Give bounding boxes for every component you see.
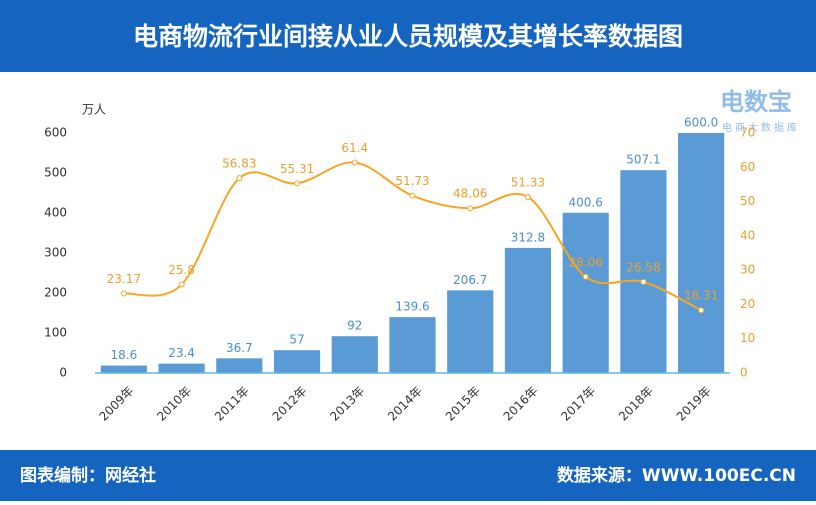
y-tick-label: 100 [44, 326, 67, 340]
bar-value-label: 139.6 [395, 300, 429, 314]
footer-left: 图表编制：网经社 [20, 465, 156, 486]
x-tick-label: 2010年 [154, 384, 194, 424]
bar-value-label: 400.6 [569, 195, 603, 209]
x-tick-label: 2017年 [558, 384, 598, 424]
y-tick-label: 0 [59, 366, 67, 380]
bar-value-label: 18.6 [111, 348, 138, 362]
line-value-label: 26.58 [626, 260, 660, 274]
line-value-label: 61.4 [341, 141, 368, 155]
header-band [0, 0, 816, 72]
y2-tick-label: 60 [740, 160, 755, 174]
line-point [582, 273, 589, 280]
x-tick-label: 2016年 [501, 384, 541, 424]
x-tick-label: 2009年 [96, 384, 136, 424]
bar [447, 290, 494, 373]
bar [273, 350, 321, 373]
line-point [120, 290, 127, 297]
x-tick-label: 2018年 [616, 384, 656, 424]
line-value-label: 25.8 [168, 263, 195, 277]
watermark-name: 电数宝 [720, 88, 792, 116]
bar [562, 212, 609, 373]
bar-value-label: 206.7 [453, 273, 487, 287]
line-value-label: 18.31 [684, 289, 718, 303]
y2-tick-label: 50 [740, 194, 755, 208]
line-value-label: 28.06 [569, 255, 603, 269]
bar [216, 358, 263, 373]
bar [389, 317, 436, 373]
y-tick-label: 300 [44, 246, 67, 260]
x-tick-label: 2013年 [327, 384, 367, 424]
line-value-label: 51.33 [511, 176, 545, 190]
y-tick-label: 500 [44, 166, 67, 180]
bar-value-label: 507.1 [626, 153, 660, 167]
x-tick-label: 2015年 [443, 384, 483, 424]
y2-tick-label: 30 [740, 263, 755, 277]
line-point [409, 192, 416, 199]
y2-tick-label: 70 [740, 126, 755, 140]
footer-band [0, 450, 816, 501]
y-axis-label: 万人 [82, 103, 106, 117]
footer-right: 数据来源：WWW.100EC.CN [557, 465, 796, 486]
bar [100, 365, 147, 373]
line-point [467, 205, 474, 212]
line-value-label: 23.17 [107, 272, 141, 286]
y2-tick-label: 40 [740, 228, 755, 242]
line-point [236, 175, 243, 182]
watermark-tagline: 电商大数据库 [722, 121, 800, 134]
bar [504, 247, 552, 373]
y2-tick-label: 0 [740, 366, 748, 380]
line-point [351, 159, 358, 166]
bar [158, 363, 205, 373]
bar-value-label: 36.7 [226, 341, 253, 355]
line-value-label: 55.31 [280, 162, 314, 176]
x-tick-label: 2014年 [385, 384, 425, 424]
line-value-label: 48.06 [453, 187, 487, 201]
y-tick-label: 200 [44, 286, 67, 300]
y-tick-label: 600 [44, 126, 67, 140]
bar-value-label: 600.0 [684, 116, 718, 130]
bar-value-label: 92 [347, 319, 362, 333]
x-tick-label: 2011年 [212, 384, 252, 424]
x-tick-label: 2012年 [270, 384, 310, 424]
line-point [294, 180, 301, 187]
bar-value-label: 312.8 [511, 230, 545, 244]
bar [331, 336, 378, 373]
bar-value-label: 23.4 [168, 346, 195, 360]
line-value-label: 56.83 [222, 157, 256, 171]
line-point [178, 281, 185, 288]
bar [678, 133, 725, 373]
y2-tick-label: 20 [740, 297, 755, 311]
chart-title: 电商物流行业间接从业人员规模及其增长率数据图 [133, 22, 683, 51]
bar [620, 170, 667, 373]
x-tick-label: 2019年 [674, 384, 714, 424]
line-point [698, 307, 705, 314]
line-value-label: 51.73 [395, 174, 429, 188]
bar-value-label: 57 [289, 333, 304, 347]
y2-tick-label: 10 [740, 331, 755, 345]
y-tick-label: 400 [44, 206, 67, 220]
line-point [640, 278, 647, 285]
line-point [524, 194, 531, 201]
